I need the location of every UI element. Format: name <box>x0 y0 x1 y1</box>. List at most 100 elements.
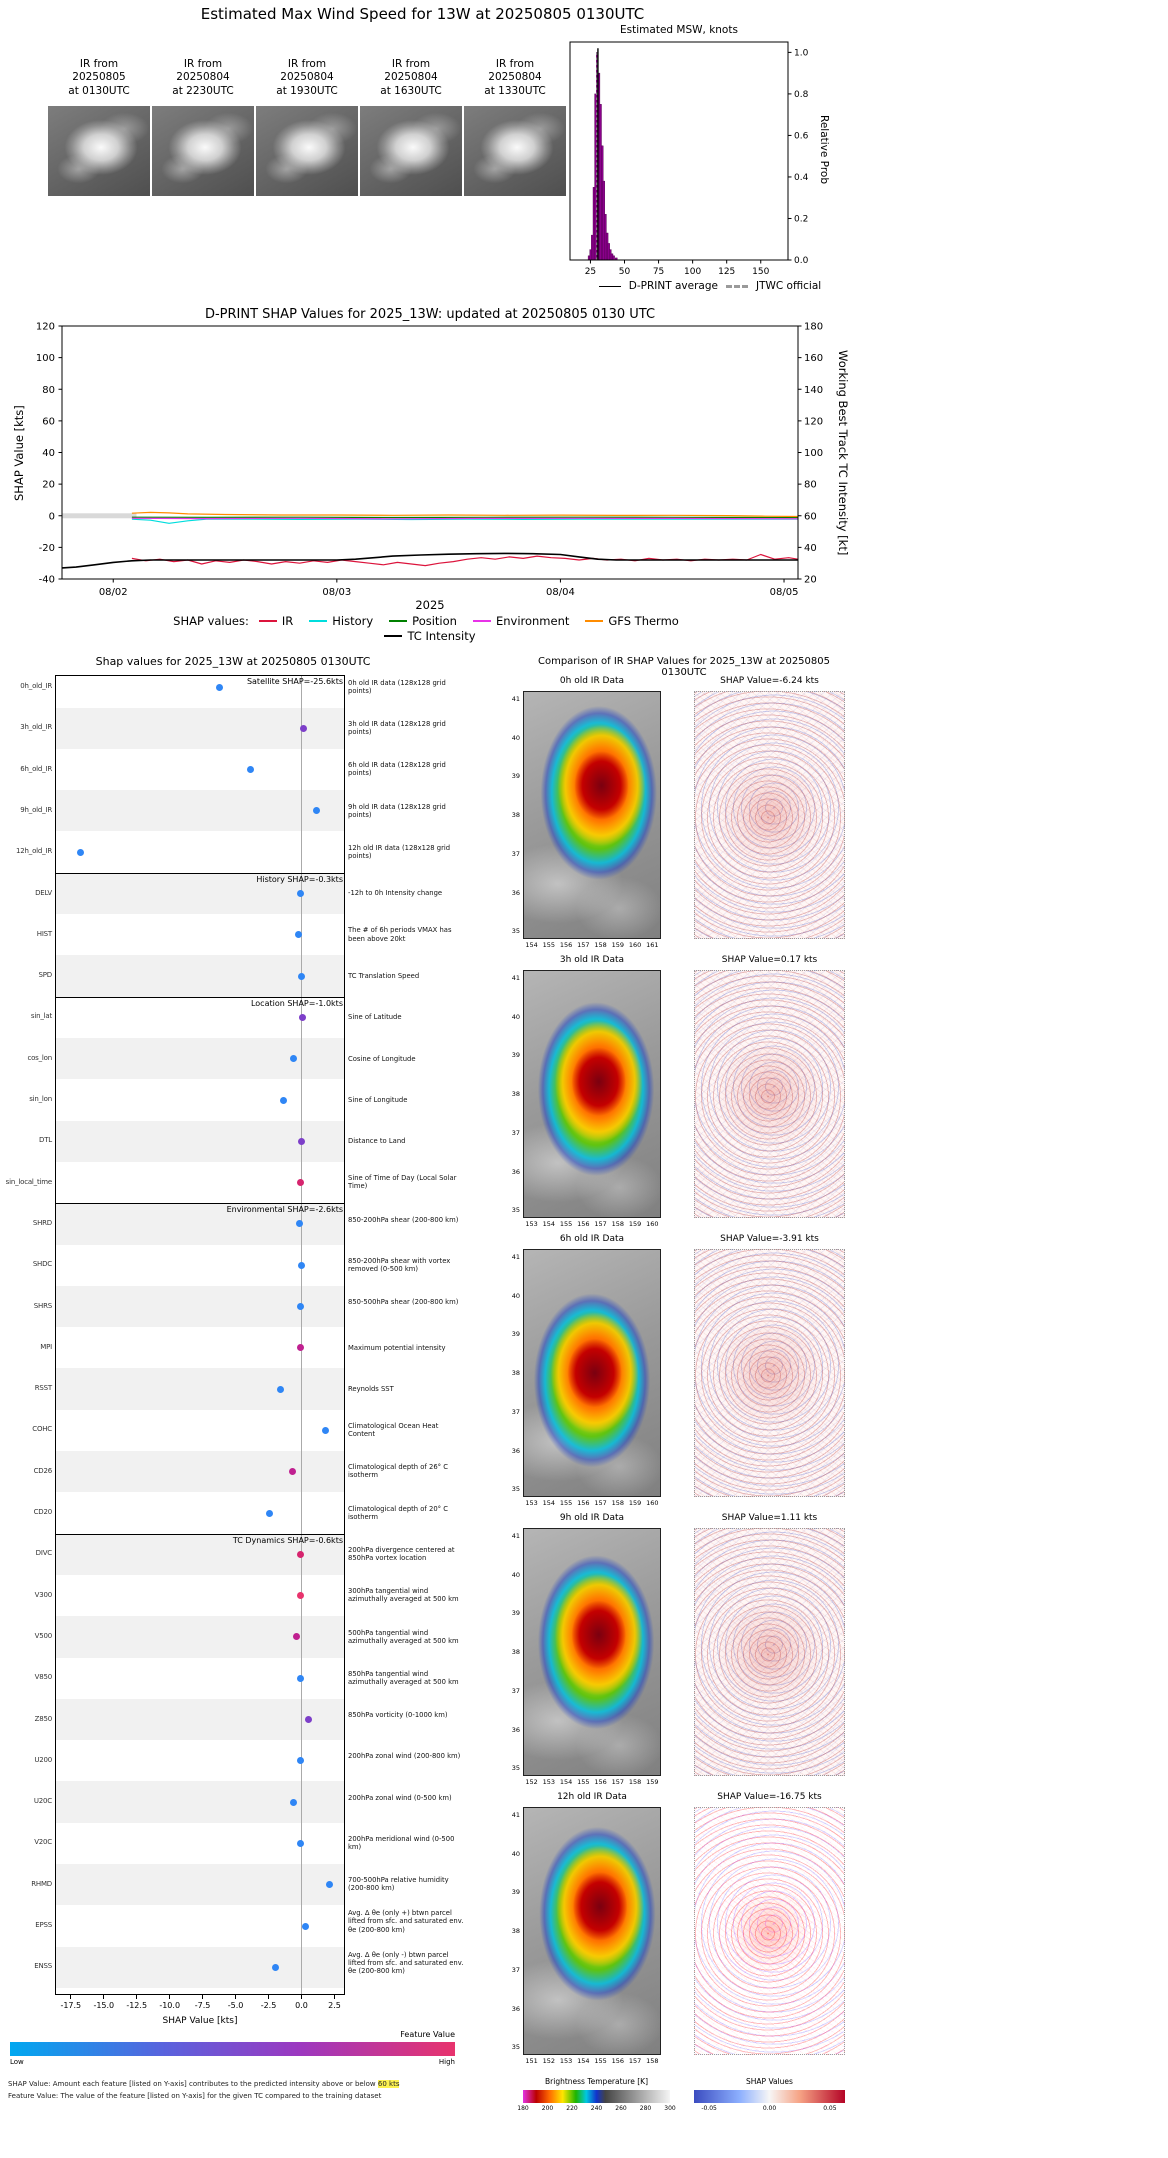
lat-tick-label: 35 <box>511 1206 520 1215</box>
feature-shap-dot <box>215 683 223 691</box>
feature-shap-dot <box>300 724 308 732</box>
lon-tick-label: 151 <box>525 2057 538 2065</box>
footnote-text: SHAP Value: Amount each feature [listed … <box>8 2080 378 2088</box>
colorbar-high-label: High <box>438 2058 455 2066</box>
lat-tick-label: 37 <box>511 1128 520 1137</box>
ir-thumbnail-image <box>464 106 566 196</box>
feature-name: 3h_old_IR <box>20 723 52 732</box>
lon-tick-label: 159 <box>628 1499 642 1507</box>
section-divider <box>55 1203 345 1205</box>
brightness-temp-colorbar <box>523 2090 670 2103</box>
feature-name: U20C <box>33 1797 52 1806</box>
feature-description: Maximum potential intensity <box>348 1343 446 1352</box>
feature-description: 0h old IR data (128x128 grid points) <box>348 678 446 695</box>
feature-description: Sine of Latitude <box>348 1013 402 1022</box>
histogram-legend: D-PRINT average JTWC official <box>545 280 875 292</box>
y-tick-label: 0.2 <box>794 214 808 224</box>
right-y-tick-label: 140 <box>804 385 823 396</box>
series-line-gfs-thermo <box>131 511 799 518</box>
series-line-tc-intensity <box>61 552 798 569</box>
lat-tick-label: 41 <box>511 1810 520 1819</box>
right-y-tick-label: 80 <box>804 480 817 491</box>
legend-label: TC Intensity <box>407 629 476 643</box>
lat-tick-label: 39 <box>511 1888 520 1897</box>
row-stripe <box>56 1533 344 1575</box>
shap-heatmap-image <box>694 691 845 939</box>
ir-thumbnail-label: IR from 20250804 at 2230UTC <box>172 58 234 97</box>
feature-name: 6h_old_IR <box>20 764 52 773</box>
row-stripe <box>56 1451 344 1493</box>
lon-tick-label: 158 <box>611 1499 624 1507</box>
feature-shap-dot <box>298 1137 305 1145</box>
colorbar-low-label: Low <box>10 2058 24 2066</box>
x-tick-label: -10.0 <box>159 2001 181 2010</box>
lon-tick-label: 154 <box>525 941 538 949</box>
lat-tick-label: 39 <box>511 1051 520 1060</box>
feature-name: SPD <box>38 971 53 980</box>
lon-tick-label: 156 <box>611 2057 624 2065</box>
feature-name: sin_lon <box>29 1095 52 1103</box>
x-tick-label: 2.5 <box>328 2001 341 2010</box>
x-tick-label: 100 <box>684 267 701 277</box>
ir-data-image <box>523 1807 661 2055</box>
lat-tick-label: 37 <box>511 849 520 858</box>
lon-tick-label: 159 <box>611 941 624 949</box>
lon-tick-label: 154 <box>542 1220 555 1228</box>
legend-item-history: History <box>309 614 373 628</box>
lat-tick-label: 36 <box>511 1446 520 1455</box>
lon-tick-label: 157 <box>594 1220 607 1228</box>
feature-shap-dot <box>290 1798 298 1806</box>
ir-thumbnail-label: IR from 20250805 at 0130UTC <box>68 58 130 97</box>
feature-name: DTL <box>39 1136 52 1145</box>
feature-name: SHRS <box>33 1301 52 1310</box>
lon-tick-label: 157 <box>594 1499 607 1507</box>
lat-tick-label: 38 <box>511 1369 520 1377</box>
lon-tick-label: 154 <box>542 1499 555 1507</box>
series-line-environment <box>131 517 799 520</box>
shap-colorbar-tick-label: 0.05 <box>823 2105 837 2112</box>
legend-item-environment: Environment <box>472 614 569 628</box>
histogram-y-axis-label: Relative Prob <box>818 115 830 185</box>
plot-border <box>55 675 345 1995</box>
timeseries-right-axis-label: Working Best Track TC Intensity [kt] <box>836 350 850 556</box>
x-tick <box>301 1995 302 1999</box>
x-tick <box>136 1995 138 1999</box>
row-stripe <box>56 872 344 915</box>
ir-thumbnail-label: IR from 20250804 at 1630UTC <box>380 58 442 97</box>
x-tick <box>70 1995 72 1999</box>
feature-description: 200hPa divergence centered at 850hPa vor… <box>348 1545 455 1563</box>
lat-tick-label: 40 <box>511 1012 520 1021</box>
feature-name: EPSS <box>35 1921 52 1929</box>
lon-tick-label: 157 <box>611 1778 624 1786</box>
y-tick-label: 0.4 <box>794 173 809 183</box>
shap-values-colorbar-label: SHAP Values <box>746 2077 793 2086</box>
feature-name: Z850 <box>34 1714 53 1723</box>
feature-shap-x-axis-label: SHAP Value [kts] <box>162 2016 238 2026</box>
row-stripe <box>56 790 344 832</box>
feature-value-footnote: Feature Value: The value of the feature … <box>8 2092 382 2100</box>
x-tick-label: -17.5 <box>60 2001 82 2010</box>
left-y-tick-label: 40 <box>42 448 55 459</box>
row-stripe <box>56 1368 344 1410</box>
section-divider <box>55 872 345 874</box>
lon-tick-label: 157 <box>628 2057 642 2065</box>
feature-shap-plot: Satellite SHAP=-25.6kts History SHAP=-0.3… <box>0 650 470 2010</box>
lat-tick-label: 37 <box>511 1965 520 1974</box>
lon-tick-label: 153 <box>525 1499 538 1507</box>
brightness-temp-colorbar-label: Brightness Temperature [K] <box>545 2077 648 2086</box>
jtwc-official-label: JTWC official <box>756 280 822 292</box>
msw-histogram-plot: 0.0 0.2 0.4 0.6 0.8 1.0 25 50 75 100 125 150 <box>569 41 809 277</box>
lon-tick-label: 158 <box>594 941 607 949</box>
feature-name: V500 <box>34 1631 53 1640</box>
lat-tick-label: 41 <box>511 1252 520 1261</box>
feature-description: 200hPa zonal wind (0-500 km) <box>348 1793 452 1802</box>
x-tick <box>169 1995 171 1999</box>
ir-thumbnail-image <box>152 106 254 196</box>
feature-name: V20C <box>34 1838 52 1847</box>
x-tick-label: 75 <box>653 267 664 277</box>
footnote-highlight: 60 kts <box>377 2080 400 2088</box>
bt-colorbar-tick-label: 180 <box>517 2105 529 2112</box>
lon-tick-label: 154 <box>577 2057 590 2065</box>
feature-shap-dot <box>298 1261 305 1269</box>
feature-description: Avg. Δ θe (only -) btwn parcel lifted fr… <box>348 1950 464 1975</box>
